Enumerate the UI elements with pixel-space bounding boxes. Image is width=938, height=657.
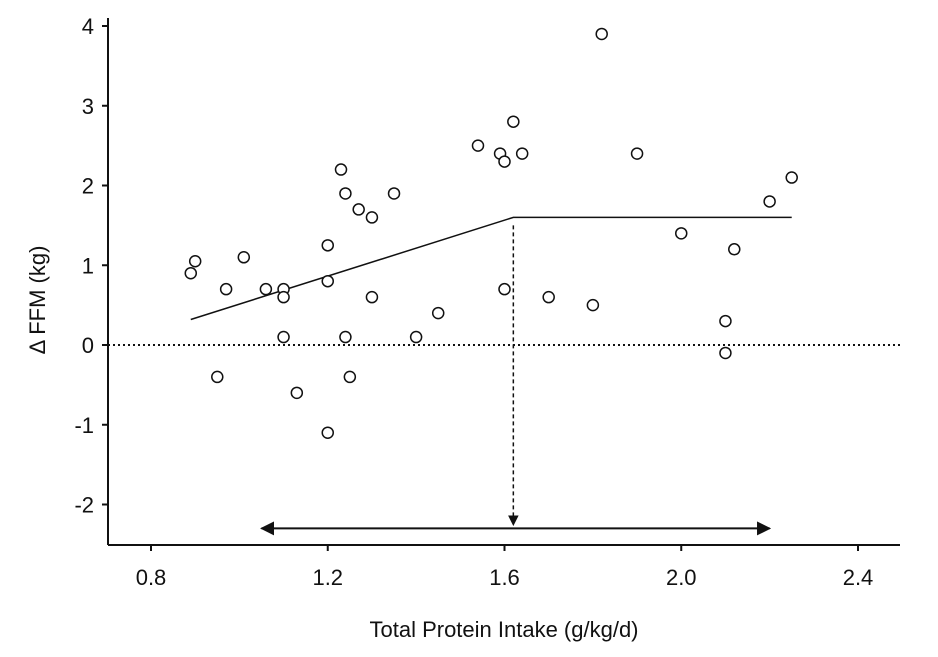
y-tick-label: 4: [82, 14, 94, 39]
y-tick-label: 1: [82, 253, 94, 278]
data-point: [321, 239, 334, 252]
y-tick-label: 3: [82, 94, 94, 119]
data-point: [763, 195, 776, 208]
data-point: [219, 282, 233, 296]
x-tick-label: 0.8: [136, 565, 167, 590]
reference-lines-layer: [108, 225, 900, 536]
data-point: [237, 251, 251, 264]
x-tick-label: 1.2: [312, 565, 343, 590]
x-tick-label: 2.0: [666, 565, 697, 590]
data-point: [630, 147, 644, 160]
data-point: [586, 298, 600, 312]
y-tick-label: 2: [82, 174, 94, 199]
data-point: [785, 171, 798, 184]
fit-line: [190, 216, 792, 321]
x-axis-title: Total Protein Intake (g/kg/d): [369, 617, 638, 642]
data-point: [675, 227, 688, 240]
y-tick-label: -2: [74, 493, 94, 518]
data-point: [719, 346, 732, 360]
data-point: [188, 255, 202, 268]
data-point: [277, 330, 290, 344]
y-axis-title: Δ FFM (kg): [25, 246, 50, 355]
data-point: [365, 290, 379, 304]
data-point: [339, 187, 352, 200]
data-point: [290, 386, 304, 400]
data-point: [211, 370, 224, 384]
data-point: [595, 27, 608, 41]
data-point: [409, 330, 423, 344]
data-point: [728, 243, 741, 256]
data-point: [471, 139, 485, 152]
data-point: [507, 115, 520, 128]
data-point: [719, 314, 732, 328]
data-point: [387, 187, 401, 200]
data-point: [184, 266, 198, 280]
x-tick-label: 2.4: [843, 565, 874, 590]
data-point: [343, 370, 357, 384]
data-point: [259, 282, 273, 296]
data-point: [277, 290, 290, 304]
data-point: [352, 203, 365, 216]
y-tick-label: -1: [74, 413, 94, 438]
data-point: [515, 147, 529, 160]
data-point: [498, 155, 511, 168]
data-point: [542, 290, 555, 304]
data-points-layer: [184, 27, 798, 439]
data-point: [321, 426, 334, 439]
data-point: [321, 274, 334, 288]
y-tick-label: 0: [82, 333, 94, 358]
data-point: [431, 306, 445, 320]
data-point: [339, 330, 352, 344]
data-point: [334, 163, 348, 176]
x-tick-label: 1.6: [489, 565, 520, 590]
axes-layer: [102, 18, 900, 551]
data-point: [365, 211, 379, 224]
labels-layer: -2 -1 0 1 2 3 4 0.8 1.2 1.6 2.0 2.4: [74, 14, 873, 590]
data-point: [498, 282, 511, 296]
fit-line-layer: [190, 216, 792, 321]
